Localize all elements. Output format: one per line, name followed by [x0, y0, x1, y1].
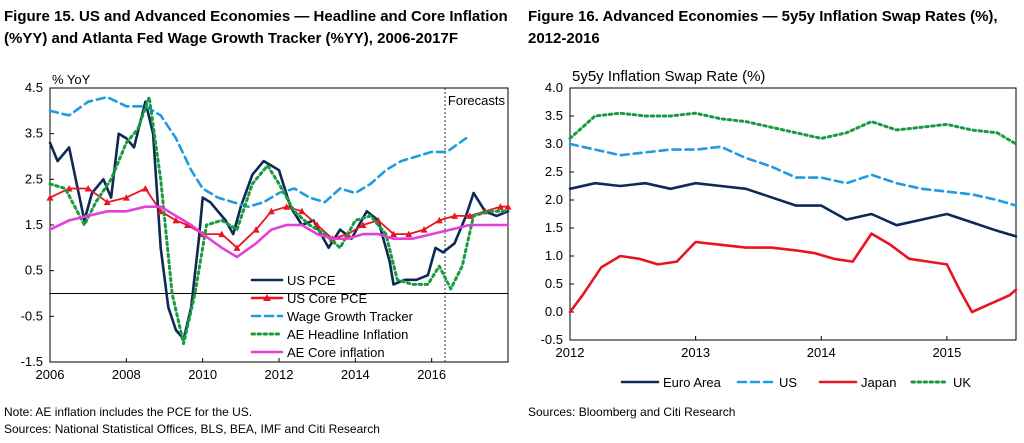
series-line-ae-headline-inflation — [48, 95, 510, 346]
y-tick-label: -0.5 — [541, 332, 563, 347]
figure-15-title-line2: (%YY) and Atlanta Fed Wage Growth Tracke… — [4, 30, 459, 47]
data-point-marker — [103, 198, 111, 206]
x-tick-label: 2008 — [112, 367, 141, 382]
y-tick-label: 4.5 — [25, 80, 43, 95]
x-tick-label: 2013 — [681, 345, 710, 360]
figure-15-sources: Sources: National Statistical Offices, B… — [4, 422, 380, 436]
legend-label: Euro Area — [663, 375, 722, 390]
data-point-marker — [267, 207, 275, 215]
legend-label: AE Headline Inflation — [287, 327, 408, 342]
legend-label: US Core PCE — [287, 291, 368, 306]
legend-label: UK — [953, 375, 971, 390]
series-line-wage-growth-tracker — [48, 95, 468, 208]
y-tick-label: 1.0 — [545, 248, 563, 263]
y-tick-label: 2.5 — [25, 171, 43, 186]
figure-16-title-line2: 2012-2016 — [528, 30, 600, 47]
data-point-marker — [183, 221, 191, 228]
legend-label: US PCE — [287, 273, 336, 288]
data-point-marker — [298, 207, 306, 215]
legend-label: Japan — [861, 375, 896, 390]
data-point-marker — [84, 184, 92, 192]
y-tick-label: 4.0 — [545, 80, 563, 95]
y-tick-label: 1.5 — [545, 220, 563, 235]
data-point-marker — [504, 203, 512, 210]
legend-label: US — [779, 375, 797, 390]
data-point-marker — [252, 226, 260, 233]
data-point-marker — [390, 230, 397, 238]
x-tick-label: 2014 — [341, 367, 370, 382]
data-point-marker — [283, 203, 291, 210]
series-line-ae-core-inflation — [48, 205, 510, 259]
data-point-marker — [157, 207, 165, 215]
plot-frame — [49, 87, 509, 363]
data-point-marker — [359, 221, 367, 228]
data-point-marker — [496, 203, 504, 210]
y-tick-label: 0.0 — [545, 304, 563, 319]
figure-15-note: Note: AE inflation includes the PCE for … — [4, 405, 253, 419]
x-tick-label: 2010 — [188, 367, 217, 382]
y-tick-label: 2.0 — [545, 192, 563, 207]
data-point-marker — [405, 230, 413, 238]
series-line-euro-area — [568, 181, 1018, 238]
legend-label: AE Core inflation — [287, 345, 385, 360]
data-point-marker — [122, 194, 130, 201]
figure-16-title: Figure 16. Advanced Economies — 5y5y Inf… — [528, 6, 998, 50]
figure-16-sources: Sources: Bloomberg and Citi Research — [528, 405, 736, 419]
plot-frame — [569, 87, 1017, 341]
series-line-uk — [568, 111, 1018, 146]
data-point-marker — [46, 194, 54, 201]
x-tick-label: 2012 — [556, 345, 585, 360]
figure-16-title-line1: Figure 16. Advanced Economies — 5y5y Inf… — [528, 8, 998, 25]
figure-15-title: Figure 15. US and Advanced Economies — H… — [4, 6, 508, 50]
forecast-annotation: Forecasts — [448, 93, 506, 108]
y-tick-label: -0.5 — [21, 308, 43, 323]
y-tick-label: 3.5 — [545, 108, 563, 123]
data-point-marker — [435, 216, 443, 224]
legend-marker — [263, 294, 271, 301]
data-point-marker — [233, 244, 241, 251]
y-tick-label: -1.5 — [21, 354, 43, 369]
y-tick-label: 2.5 — [545, 164, 563, 179]
y-axis-label: % YoY — [52, 72, 91, 87]
series-line-japan — [568, 232, 1018, 314]
data-point-marker — [172, 216, 180, 224]
data-point-marker — [141, 184, 149, 192]
y-tick-label: 1.5 — [25, 217, 43, 232]
data-point-marker — [218, 230, 226, 238]
y-tick-label: 0.5 — [25, 263, 43, 278]
series-line-us-pce — [48, 100, 510, 341]
x-tick-label: 2015 — [932, 345, 961, 360]
x-tick-label: 2006 — [36, 367, 65, 382]
data-point-marker — [313, 221, 321, 228]
data-point-marker — [451, 212, 459, 219]
y-tick-label: 0.5 — [545, 276, 563, 291]
y-tick-label: 3.5 — [25, 126, 43, 141]
data-point-marker — [420, 226, 428, 233]
x-tick-label: 2014 — [807, 345, 836, 360]
chart-title: 5y5y Inflation Swap Rate (%) — [572, 68, 765, 85]
figure-15-title-line1: Figure 15. US and Advanced Economies — H… — [4, 8, 508, 25]
x-tick-label: 2012 — [265, 367, 294, 382]
x-tick-label: 2016 — [417, 367, 446, 382]
y-tick-label: 3.0 — [545, 136, 563, 151]
legend-label: Wage Growth Tracker — [287, 309, 414, 324]
series-line-us — [568, 142, 1018, 207]
data-point-marker — [466, 212, 474, 219]
